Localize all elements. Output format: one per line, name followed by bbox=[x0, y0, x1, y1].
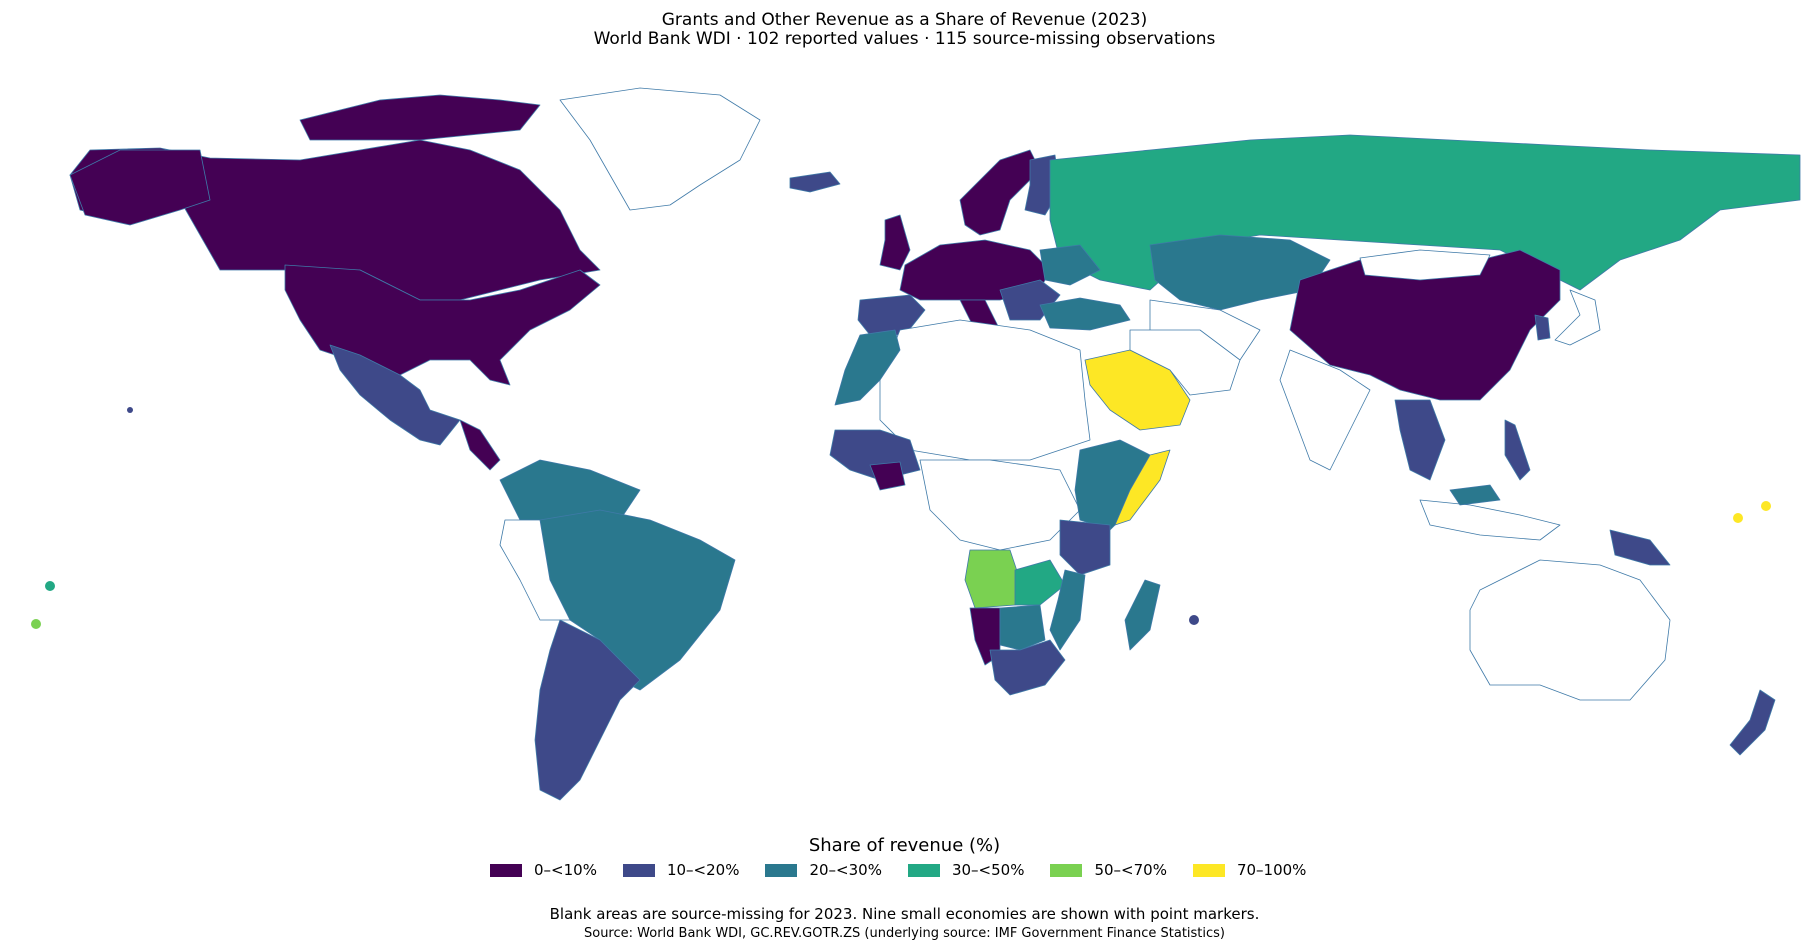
point-marker-micronesia-2[interactable] bbox=[1761, 501, 1771, 511]
region-japan[interactable] bbox=[1554, 289, 1601, 346]
legend-label: 50–<70% bbox=[1094, 861, 1167, 879]
region-iceland[interactable] bbox=[789, 171, 841, 193]
legend-label: 10–<20% bbox=[666, 861, 740, 879]
region-north-africa[interactable] bbox=[879, 319, 1091, 461]
region-zambia[interactable] bbox=[1014, 559, 1066, 606]
legend-swatch bbox=[490, 863, 522, 877]
region-philippines[interactable] bbox=[1504, 419, 1531, 481]
region-turkey[interactable] bbox=[1039, 297, 1131, 331]
legend-item: 50–<70% bbox=[1050, 861, 1167, 879]
map-subtitle: World Bank WDI · 102 reported values · 1… bbox=[593, 29, 1216, 49]
point-marker-micronesia-1[interactable] bbox=[1733, 513, 1743, 523]
region-somalia[interactable] bbox=[1114, 449, 1171, 526]
legend-swatch bbox=[1050, 863, 1083, 877]
legend-label: 20–<30% bbox=[809, 861, 882, 879]
region-botswana[interactable] bbox=[999, 604, 1046, 651]
map-title: Grants and Other Revenue as a Share of R… bbox=[661, 10, 1148, 30]
region-korea[interactable] bbox=[1534, 314, 1551, 341]
region-canada-arctic[interactable] bbox=[299, 94, 541, 141]
region-mozambique[interactable] bbox=[1049, 569, 1086, 651]
region-united-kingdom[interactable] bbox=[879, 214, 911, 271]
point-marker-pacific-2[interactable] bbox=[31, 619, 41, 629]
region-peru-bolivia[interactable] bbox=[499, 519, 571, 621]
region-ukraine[interactable] bbox=[1039, 244, 1101, 286]
legend-item: 20–<30% bbox=[765, 861, 882, 879]
region-southeast-asia[interactable] bbox=[1394, 399, 1446, 481]
point-marker-hawaii[interactable] bbox=[127, 407, 133, 413]
region-australia[interactable] bbox=[1469, 559, 1671, 701]
legend: 0–<10% 10–<20% 20–<30% 30–<50% 50–<70% 7… bbox=[490, 861, 1330, 879]
region-malaysia[interactable] bbox=[1449, 484, 1501, 506]
region-morocco[interactable] bbox=[834, 329, 901, 406]
region-russia[interactable] bbox=[1049, 134, 1801, 291]
legend-swatch bbox=[765, 863, 798, 877]
point-marker-mauritius[interactable] bbox=[1189, 615, 1199, 625]
legend-swatch bbox=[622, 863, 655, 877]
legend-title: Share of revenue (%) bbox=[808, 835, 1001, 856]
legend-label: 70–100% bbox=[1236, 861, 1307, 879]
legend-item: 10–<20% bbox=[622, 861, 740, 879]
region-greenland[interactable] bbox=[559, 87, 761, 211]
region-angola[interactable] bbox=[964, 549, 1021, 609]
legend-item: 70–100% bbox=[1192, 861, 1307, 879]
region-indonesia[interactable] bbox=[1419, 499, 1561, 541]
region-madagascar[interactable] bbox=[1124, 579, 1161, 651]
source-note: Source: World Bank WDI, GC.REV.GOTR.ZS (… bbox=[583, 926, 1225, 941]
legend-label: 30–<50% bbox=[951, 861, 1025, 879]
region-argentina[interactable] bbox=[534, 619, 641, 801]
region-iran-iraq[interactable] bbox=[1129, 329, 1241, 396]
region-ivory-coast[interactable] bbox=[869, 461, 906, 491]
missing-data-note: Blank areas are source-missing for 2023.… bbox=[549, 905, 1260, 923]
region-kazakhstan[interactable] bbox=[1149, 234, 1331, 311]
region-india[interactable] bbox=[1279, 349, 1371, 471]
region-new-zealand[interactable] bbox=[1729, 689, 1776, 756]
region-central-america[interactable] bbox=[459, 419, 501, 471]
legend-label: 0–<10% bbox=[534, 861, 597, 879]
region-south-africa[interactable] bbox=[989, 639, 1066, 696]
legend-swatch bbox=[1192, 863, 1225, 877]
world-choropleth-map bbox=[31, 87, 1801, 801]
region-papua-new-guinea[interactable] bbox=[1609, 529, 1671, 566]
region-central-africa[interactable] bbox=[919, 459, 1081, 551]
legend-swatch bbox=[907, 863, 940, 877]
region-alaska[interactable] bbox=[69, 149, 211, 226]
region-tanzania[interactable] bbox=[1059, 519, 1111, 576]
region-scandinavia[interactable] bbox=[959, 149, 1041, 236]
region-mongolia[interactable] bbox=[1359, 249, 1491, 281]
region-mexico[interactable] bbox=[329, 344, 461, 446]
legend-item: 0–<10% bbox=[490, 861, 597, 879]
legend-item: 30–<50% bbox=[907, 861, 1025, 879]
point-marker-pacific-1[interactable] bbox=[45, 581, 55, 591]
